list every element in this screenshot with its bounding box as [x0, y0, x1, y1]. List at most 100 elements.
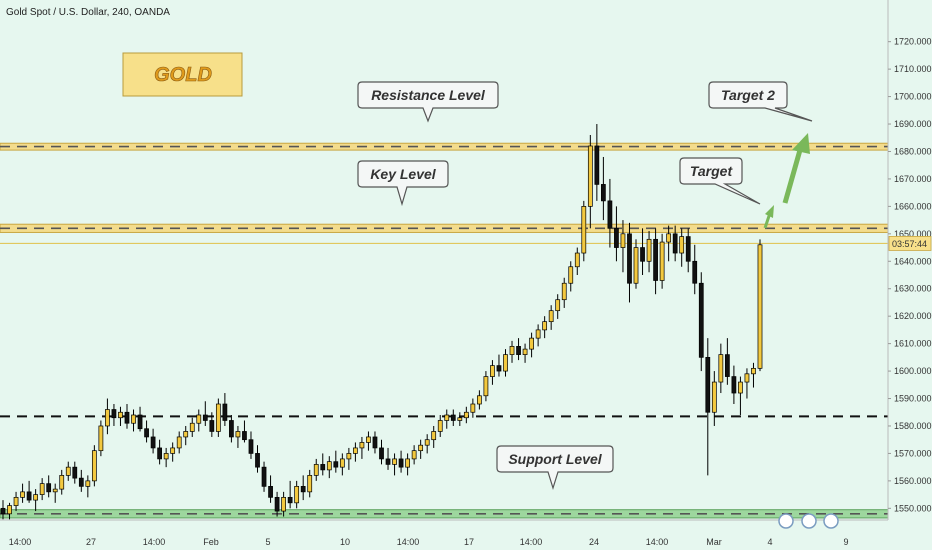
current-price-badge: [888, 236, 932, 251]
candle-body: [248, 439, 254, 454]
x-tick-label: 14:00: [143, 537, 166, 547]
projection-arrows: [763, 133, 810, 229]
candle-body: [326, 461, 332, 471]
candle-body: [78, 477, 84, 487]
candle-body: [0, 507, 6, 515]
y-tick-label: 1700.000: [894, 92, 932, 102]
callout-resistance-level: Resistance Level: [357, 81, 499, 123]
current-price-label: 03:57:44: [892, 239, 927, 249]
candle-body: [431, 431, 437, 441]
candle-body: [555, 299, 561, 312]
candle-body: [503, 354, 508, 372]
y-tick-label: 1570.000: [894, 448, 932, 458]
candle-body: [176, 436, 182, 449]
y-tick-label: 1580.000: [894, 421, 932, 431]
candle-body: [724, 354, 730, 377]
callout-key-level: Key Level: [357, 160, 449, 207]
candle-body: [39, 483, 45, 495]
candle-body: [118, 411, 123, 419]
candle-body: [300, 486, 306, 493]
candle-body: [744, 373, 750, 383]
candle-body: [529, 337, 534, 350]
candle-body: [424, 439, 430, 446]
candle-body: [91, 450, 97, 482]
candle-body: [679, 236, 685, 254]
candle-body: [659, 241, 665, 281]
candle-body: [437, 420, 443, 432]
candle-body: [137, 414, 143, 430]
candle-body: [450, 414, 456, 421]
candle-body: [268, 486, 273, 498]
y-tick-label: 1680.000: [894, 146, 932, 156]
candle-body: [274, 496, 280, 512]
candle-body: [183, 431, 189, 438]
candle-body: [718, 354, 724, 383]
candle-body: [548, 310, 554, 323]
x-tick-label: 5: [265, 537, 270, 547]
callout-resistance-level-text: Resistance Level: [371, 87, 486, 103]
candle-body: [150, 436, 156, 449]
candle-body: [52, 488, 58, 493]
callout-support-level-box: [496, 445, 614, 491]
candle-body: [581, 206, 587, 254]
candle-body: [379, 447, 384, 460]
y-tick-label: 1690.000: [894, 119, 932, 129]
x-tick-label: 27: [86, 537, 96, 547]
y-tick-label: 1560.000: [894, 476, 932, 486]
candle-body: [170, 447, 176, 454]
candle-body: [313, 464, 319, 476]
indicator-icons[interactable]: [778, 513, 839, 529]
candle-body: [124, 411, 130, 424]
candle-body: [366, 436, 371, 443]
candle-body: [13, 496, 19, 506]
y-tick-label: 1640.000: [894, 256, 932, 266]
candle-body: [731, 376, 737, 394]
candle-body: [627, 233, 632, 284]
candle-body: [196, 414, 202, 424]
candle-body: [307, 475, 313, 493]
x-tick-label: 4: [767, 537, 772, 547]
x-tick-label: 14:00: [9, 537, 32, 547]
y-tick-label: 1600.000: [894, 366, 932, 376]
candle-body: [189, 422, 195, 432]
x-tick-label: 14:00: [397, 537, 420, 547]
candle-body: [85, 480, 91, 487]
candle-body: [463, 411, 469, 419]
candle-body: [163, 453, 169, 460]
candle-body: [457, 417, 463, 421]
candle-body: [98, 425, 104, 452]
candle-body: [46, 483, 52, 493]
candle-body: [131, 414, 136, 424]
candle-body: [509, 346, 515, 355]
projection-arrow-large: [782, 149, 803, 204]
candle-body: [287, 496, 293, 504]
callout-resistance-level-box: [357, 81, 499, 123]
candle-body: [522, 348, 528, 355]
projection-arrowhead-large: [792, 133, 810, 154]
candle-body: [333, 461, 339, 468]
candle-body: [542, 321, 548, 331]
symbol-badge-label: GOLD: [154, 64, 212, 86]
candle-body: [672, 233, 678, 254]
candle-body: [261, 466, 267, 487]
candle-body: [255, 453, 260, 468]
candle-body: [372, 436, 378, 449]
candle-body: [33, 494, 39, 501]
candle-body: [20, 491, 25, 498]
y-tick-label: 1630.000: [894, 284, 932, 294]
candle-body: [633, 247, 639, 284]
news-icon[interactable]: [823, 513, 839, 529]
news-icon[interactable]: [801, 513, 817, 529]
candle-body: [666, 233, 672, 243]
candle-body: [594, 145, 600, 185]
news-icon[interactable]: [778, 513, 794, 529]
candle-body: [392, 458, 397, 465]
x-tick-label: 14:00: [646, 537, 669, 547]
y-tick-label: 1650.000: [894, 229, 932, 239]
candle-body: [405, 458, 410, 468]
candle-body: [359, 442, 365, 449]
y-tick-label: 1710.000: [894, 64, 932, 74]
candle-body: [568, 266, 574, 284]
candle-body: [346, 453, 352, 460]
